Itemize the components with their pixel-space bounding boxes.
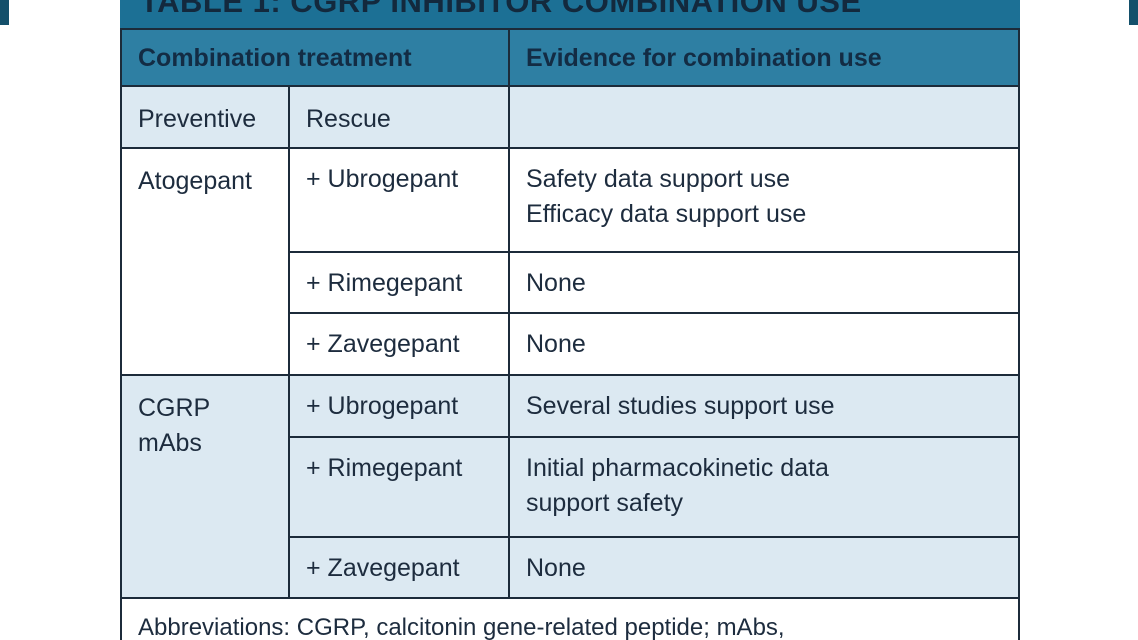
- rescue-cell: + Ubrogepant: [288, 373, 510, 438]
- crop-artifact-left: [0, 0, 9, 25]
- table-row: + Zavegepant None: [121, 311, 1020, 376]
- header-evidence: Evidence for combination use: [508, 28, 1020, 87]
- evidence-cell: Safety data support use Efficacy data su…: [508, 146, 1020, 253]
- table-row: + Zavegepant None: [121, 535, 1020, 599]
- crop-artifact-right: [1129, 0, 1138, 25]
- combination-table: Combination treatment Evidence for combi…: [120, 28, 1020, 640]
- header-combination-treatment: Combination treatment: [120, 28, 510, 87]
- header-row: Combination treatment Evidence for combi…: [120, 28, 1020, 87]
- rescue-cell: + Rimegepant: [288, 250, 510, 314]
- table-row: Atogepant + Ubrogepant Safety data suppo…: [120, 146, 1020, 376]
- evidence-cell: Several studies support use: [508, 373, 1020, 438]
- rescue-cell: + Rimegepant: [288, 435, 510, 538]
- evidence-cell: None: [508, 535, 1020, 599]
- footnote-row: Abbreviations: CGRP, calcitonin gene-rel…: [120, 596, 1020, 640]
- subheader-preventive: Preventive: [120, 84, 290, 149]
- subheader-rescue: Rescue: [288, 84, 510, 149]
- rescue-cell: + Zavegepant: [288, 311, 510, 376]
- table-row: + Rimegepant Initial pharmacokinetic dat…: [121, 435, 1020, 538]
- preventive-cell-cgrp-mabs: CGRP mAbs: [120, 373, 290, 599]
- evidence-cell: None: [508, 250, 1020, 314]
- table-row: + Rimegepant None: [121, 250, 1020, 314]
- table-title-bar: TABLE 1: CGRP INHIBITOR COMBINATION USE: [120, 0, 1020, 28]
- subheader-row: Preventive Rescue: [120, 84, 1020, 149]
- preventive-cell-atogepant: Atogepant: [120, 146, 290, 376]
- table-title: TABLE 1: CGRP INHIBITOR COMBINATION USE: [140, 0, 862, 19]
- rescue-cell: + Ubrogepant: [288, 146, 510, 253]
- evidence-cell: Initial pharmacokinetic data support saf…: [508, 435, 1020, 538]
- evidence-cell: None: [508, 311, 1020, 376]
- rescue-cell: + Zavegepant: [288, 535, 510, 599]
- abbreviations-footnote: Abbreviations: CGRP, calcitonin gene-rel…: [120, 596, 1020, 640]
- table-row: CGRP mAbs + Ubrogepant Several studies s…: [120, 373, 1020, 599]
- subheader-empty-cell: [508, 84, 1020, 149]
